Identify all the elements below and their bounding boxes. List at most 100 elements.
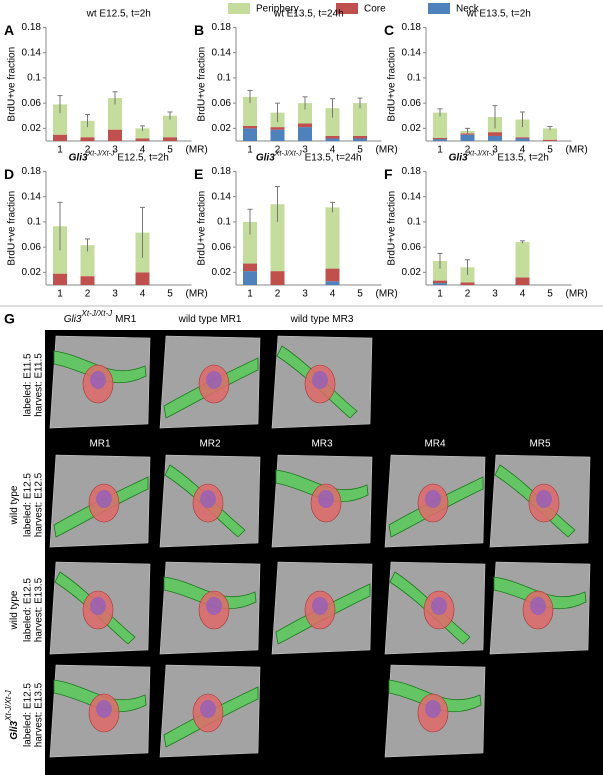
error-bar bbox=[247, 208, 253, 235]
y-axis-label: BrdU+ve fraction bbox=[7, 47, 18, 122]
bar-segment bbox=[543, 128, 557, 140]
error-bar bbox=[357, 97, 363, 109]
row-label: harvest: E13.5 bbox=[34, 577, 45, 642]
panel-label: D bbox=[4, 166, 14, 182]
bar-segment bbox=[433, 139, 447, 141]
bar-segment bbox=[163, 137, 177, 141]
render-3d bbox=[489, 561, 591, 655]
y-tick-label: 0.18 bbox=[402, 22, 422, 33]
x-tick-label: 4 bbox=[140, 289, 146, 300]
bar-segment bbox=[243, 271, 257, 285]
bar-segment bbox=[460, 282, 475, 285]
x-tick-label: 5 bbox=[547, 289, 553, 300]
y-axis-label: BrdU+ve fraction bbox=[197, 47, 208, 122]
y-tick-label: 0.02 bbox=[212, 267, 232, 278]
x-axis-label: (MR) bbox=[566, 289, 588, 300]
y-tick-label: 0.02 bbox=[402, 123, 422, 134]
y-tick-label: 0.1 bbox=[407, 73, 421, 84]
title-sup: Xt-J/Xt-J bbox=[467, 150, 495, 157]
row-label: harvest: E12.5 bbox=[34, 472, 45, 537]
bar-segment bbox=[298, 123, 312, 128]
y-tick-label: 0.1 bbox=[27, 73, 41, 84]
y-axis-label: BrdU+ve fraction bbox=[7, 191, 18, 266]
x-tick-label: 2 bbox=[465, 145, 471, 156]
y-tick-label: 0.18 bbox=[22, 166, 42, 177]
x-axis-label: (MR) bbox=[376, 289, 398, 300]
bar-segment bbox=[460, 133, 475, 135]
bar-segment bbox=[243, 125, 257, 129]
x-tick-label: 2 bbox=[465, 289, 471, 300]
panel-label: B bbox=[194, 22, 204, 38]
x-tick-label: 3 bbox=[302, 289, 308, 300]
core bbox=[431, 597, 447, 615]
header-text: wild type MR3 bbox=[290, 314, 354, 325]
legend-swatch bbox=[336, 3, 358, 14]
bar-segment bbox=[53, 104, 67, 135]
row-genotype: wild type bbox=[9, 485, 20, 525]
y-tick-label: 0.06 bbox=[22, 242, 42, 253]
y-tick-label: 0.14 bbox=[22, 191, 42, 202]
bar-segment bbox=[270, 271, 285, 285]
error-bar bbox=[437, 108, 443, 117]
panel-label: G bbox=[4, 311, 15, 327]
y-tick-label: 0.14 bbox=[402, 191, 422, 202]
panel-label: A bbox=[4, 22, 14, 38]
header-sup: Xt-J/Xt-J bbox=[81, 309, 114, 318]
bar-segment bbox=[325, 135, 340, 139]
x-axis-label: (MR) bbox=[186, 145, 208, 156]
error-bar bbox=[57, 95, 63, 114]
render-3d bbox=[384, 664, 486, 758]
core bbox=[530, 597, 546, 615]
row-genotype: wild type bbox=[9, 590, 20, 630]
bar-segment bbox=[243, 96, 257, 126]
title-text: wt E13.5, t=2h bbox=[466, 8, 531, 19]
chart-title: Gli3Xt-J/Xt-J E13.5, t=24h bbox=[256, 150, 362, 163]
core bbox=[96, 700, 112, 718]
mr-header: MR1 bbox=[89, 439, 111, 450]
error-bar bbox=[112, 91, 118, 105]
y-tick-label: 0.18 bbox=[22, 22, 42, 33]
x-tick-label: 3 bbox=[112, 145, 118, 156]
row-label: harvest: E13.5 bbox=[34, 682, 45, 747]
panel-label: C bbox=[384, 22, 394, 38]
bar-segment bbox=[325, 268, 340, 282]
bar-segment bbox=[325, 207, 340, 269]
render-3d bbox=[49, 335, 151, 429]
core bbox=[200, 700, 216, 718]
title-text: E13.5, t=2h bbox=[497, 152, 548, 163]
bar-segment bbox=[243, 221, 257, 264]
error-bar bbox=[465, 259, 470, 275]
x-tick-label: 5 bbox=[167, 289, 173, 300]
error-bar bbox=[520, 240, 525, 244]
y-axis-label: BrdU+ve fraction bbox=[387, 47, 398, 122]
bar-segment bbox=[433, 261, 447, 281]
render-3d bbox=[271, 561, 373, 655]
x-tick-label: 3 bbox=[492, 289, 498, 300]
title-gene: Gli3 bbox=[256, 152, 275, 163]
x-tick-label: 1 bbox=[57, 289, 63, 300]
y-tick-label: 0.02 bbox=[22, 123, 42, 134]
y-axis-label: BrdU+ve fraction bbox=[197, 191, 208, 266]
error-bar bbox=[85, 113, 90, 128]
error-bar bbox=[140, 125, 145, 131]
x-tick-label: 5 bbox=[547, 145, 553, 156]
bar-segment bbox=[488, 135, 502, 141]
bar-segment bbox=[135, 138, 150, 141]
row-label: labeled: E11.5 bbox=[23, 353, 34, 417]
x-tick-label: 1 bbox=[437, 145, 443, 156]
x-tick-label: 4 bbox=[330, 289, 336, 300]
bar-segment bbox=[108, 129, 122, 141]
x-tick-label: 2 bbox=[85, 289, 91, 300]
x-tick-label: 3 bbox=[302, 145, 308, 156]
x-tick-label: 5 bbox=[357, 289, 363, 300]
y-tick-label: 0.18 bbox=[402, 166, 422, 177]
bar-segment bbox=[80, 245, 95, 277]
y-tick-label: 0.06 bbox=[402, 242, 422, 253]
title-text: E13.5, t=24h bbox=[305, 152, 362, 163]
render-3d bbox=[384, 561, 486, 655]
error-bar bbox=[247, 90, 253, 104]
y-tick-label: 0.06 bbox=[212, 98, 232, 109]
header-text: wild type MR1 bbox=[178, 314, 242, 325]
x-tick-label: 4 bbox=[140, 145, 146, 156]
